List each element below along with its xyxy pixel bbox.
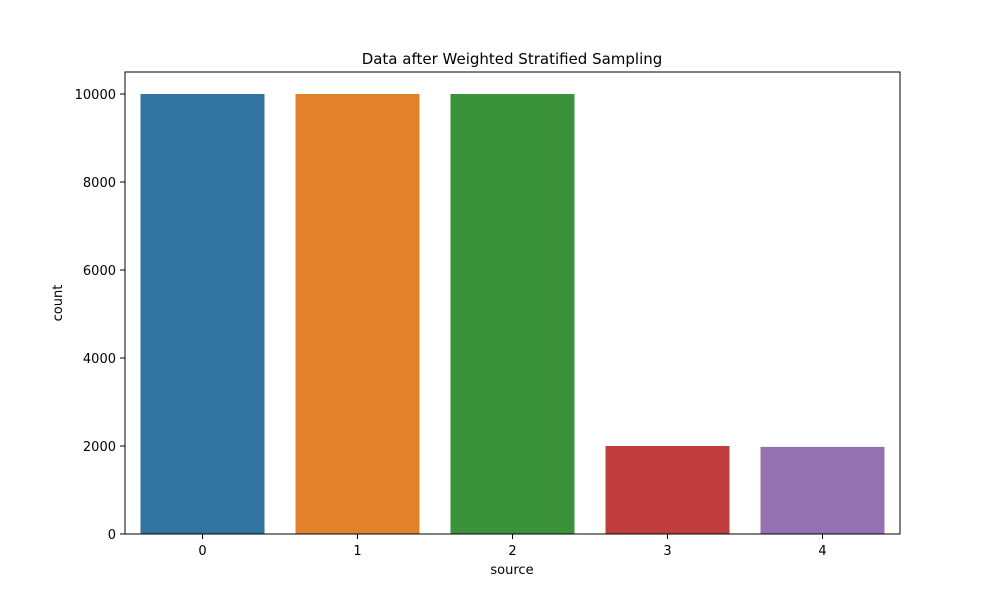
- y-tick-label: 6000: [83, 264, 116, 279]
- x-axis: 0 1 2 3 4: [198, 534, 827, 559]
- y-tick-label: 8000: [83, 176, 116, 191]
- plot-frame: [124, 71, 901, 535]
- bar-0: [140, 94, 265, 534]
- y-axis: 0 2000 4000 6000 8000 10000: [75, 88, 125, 543]
- x-tick-label: 4: [818, 544, 826, 559]
- y-tick-label: 4000: [83, 352, 116, 367]
- x-tick-label: 2: [508, 544, 516, 559]
- y-tick-label: 2000: [83, 440, 116, 455]
- x-axis-label: source: [490, 563, 533, 578]
- x-tick-label: 0: [198, 544, 206, 559]
- y-tick-label: 10000: [75, 88, 116, 103]
- y-axis-label: count: [51, 285, 66, 322]
- x-tick-label: 1: [353, 544, 361, 559]
- bar-1: [295, 94, 420, 534]
- bar-4: [760, 446, 885, 534]
- bar-2: [450, 94, 575, 534]
- chart-title: Data after Weighted Stratified Sampling: [362, 50, 663, 68]
- y-tick-label: 0: [108, 528, 116, 543]
- bars-group: [140, 94, 885, 534]
- bar-3: [605, 446, 730, 534]
- x-tick-label: 3: [663, 544, 671, 559]
